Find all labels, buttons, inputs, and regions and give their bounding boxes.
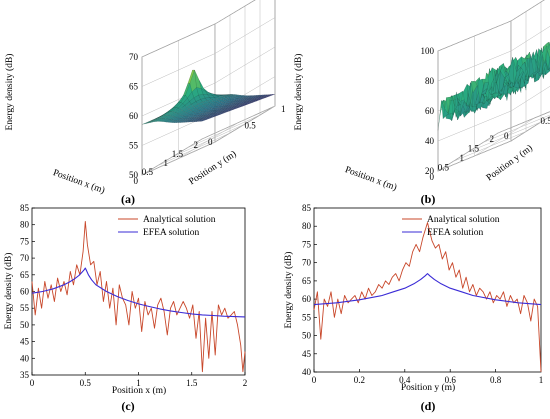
panel-a-xtick-label-3: 1.5 <box>172 149 184 159</box>
panel-c-ytick-label-7: 70 <box>20 253 30 263</box>
panel-d-series-efea <box>314 274 541 305</box>
panel-d-label: (d) <box>421 399 436 413</box>
panel-a-xtick-label-4: 2 <box>194 140 199 150</box>
panel-a-walls <box>142 0 275 175</box>
panel-c-xtick-label-0: 0 <box>30 378 35 388</box>
panel-c-legend-analytical: Analytical solution <box>143 215 216 225</box>
panel-a-ytick-label-0: 0 <box>208 137 213 147</box>
panel-b-ytick-label-1: 0.5 <box>541 116 550 126</box>
panel-c-xlabel: Position x (m) <box>112 385 166 396</box>
panel-a-xtick-label-2: 1 <box>164 158 169 168</box>
panel-c-ytick-label-9: 80 <box>20 220 30 230</box>
panel-d-ytick-label-1: 45 <box>302 349 312 359</box>
panel-d-ytick-label-5: 65 <box>302 276 312 286</box>
panel-d-xtick-label-1: 0.2 <box>354 375 365 385</box>
panel-a-xtick-label-0: 0 <box>134 176 139 186</box>
panel-b-ytick-label-0: 0 <box>504 131 509 141</box>
panel-b-ztick-label-3: 80 <box>425 76 435 86</box>
panel-d-ytick-label-8: 80 <box>302 221 312 231</box>
panel-b-xtick-label-3: 1.5 <box>468 144 480 154</box>
panel-c-ytick-label-10: 85 <box>20 203 30 213</box>
panel-c-xtick-label-3: 1.5 <box>186 378 198 388</box>
panel-d-series <box>314 223 541 372</box>
panel-a-zlabel: Energy density (dB) <box>4 54 15 131</box>
panel-b-xlabel: Position x (m) <box>343 164 398 193</box>
panel-a-ztick-label-2: 60 <box>129 111 139 121</box>
panel-b-zlabel: Energy density (dB) <box>293 54 304 131</box>
panel-a-back-planes <box>142 0 275 175</box>
panel-a-ytick-label-1: 0.5 <box>245 121 257 131</box>
panel-a-ylabel: Position y (m) <box>187 148 239 187</box>
panel-d-legend-analytical: Analytical solution <box>427 215 500 225</box>
panel-b-xtick-label-4: 2 <box>490 134 495 144</box>
panel-b-ztick-label-2: 60 <box>425 106 435 116</box>
panel-d-ytick-label-9: 85 <box>302 203 312 213</box>
panel-c-xtick-label-1: 0.5 <box>80 378 92 388</box>
panel-a-label: (a) <box>121 192 135 206</box>
panel-c-legend: Analytical solution EFEA solution <box>118 215 216 238</box>
panel-c-label: (c) <box>121 399 134 413</box>
panel-c-plot-frame <box>32 208 245 375</box>
panel-c-ytick-label-2: 45 <box>20 337 30 347</box>
panel-d-xtick-label-5: 1 <box>539 375 544 385</box>
panel-b-xtick-label-1: 0.5 <box>438 163 450 173</box>
panel-d-ytick-label-6: 70 <box>302 258 312 268</box>
panel-b-label: (b) <box>421 192 436 206</box>
panel-a-ztick-label-3: 65 <box>129 82 139 92</box>
panel-d-ytick-label-4: 60 <box>302 294 312 304</box>
panel-b-xtick-label-2: 1 <box>460 153 465 163</box>
panel-c-ytick-label-6: 65 <box>20 270 30 280</box>
panel-c-series-efea <box>32 268 245 317</box>
panel-d-xtick-label-4: 0.8 <box>490 375 502 385</box>
panel-c-ytick-label-0: 35 <box>20 370 30 380</box>
panel-c-xtick-label-4: 2 <box>243 378 248 388</box>
panel-d-series-analytical <box>314 223 541 372</box>
panel-a-ztick-label-1: 55 <box>129 141 139 151</box>
panel-c-series <box>32 221 245 371</box>
panel-d-ylabel: Energy density (dB) <box>283 252 294 329</box>
panel-c-ytick-label-4: 55 <box>20 303 30 313</box>
panel-b-xtick-label-0: 0 <box>430 172 435 182</box>
panel-d-ytick-label-0: 40 <box>302 367 312 377</box>
panel-c-series-analytical <box>32 221 245 371</box>
panel-c-ylabel: Energy density (dB) <box>3 253 14 330</box>
panel-a-xlabel: Position x (m) <box>51 167 106 196</box>
panel-c-legend-efea: EFEA solution <box>143 228 199 238</box>
panel-a-ztick-label-4: 70 <box>129 52 139 62</box>
panel-d-xlabel: Position y (m) <box>401 382 455 393</box>
panel-a-ytick-label-2: 1 <box>281 104 286 114</box>
panel-d-ytick-label-7: 75 <box>302 239 312 249</box>
panel-b-ztick-label-4: 100 <box>421 46 435 56</box>
panel-d-legend-efea: EFEA solution <box>427 228 483 238</box>
panel-c-ytick-label-3: 50 <box>20 320 30 330</box>
panel-d-xtick-label-0: 0 <box>312 375 317 385</box>
panel-d-legend: Analytical solution EFEA solution <box>402 215 500 238</box>
panel-d-ytick-label-3: 55 <box>302 312 312 322</box>
panel-c-ytick-label-5: 60 <box>20 287 30 297</box>
panel-b-ztick-label-1: 40 <box>425 136 435 146</box>
panel-d-ytick-label-2: 50 <box>302 331 312 341</box>
panel-c-ytick-label-1: 40 <box>20 353 30 363</box>
panel-a-xtick-label-1: 0.5 <box>142 167 154 177</box>
panel-c-ytick-label-8: 75 <box>20 236 30 246</box>
